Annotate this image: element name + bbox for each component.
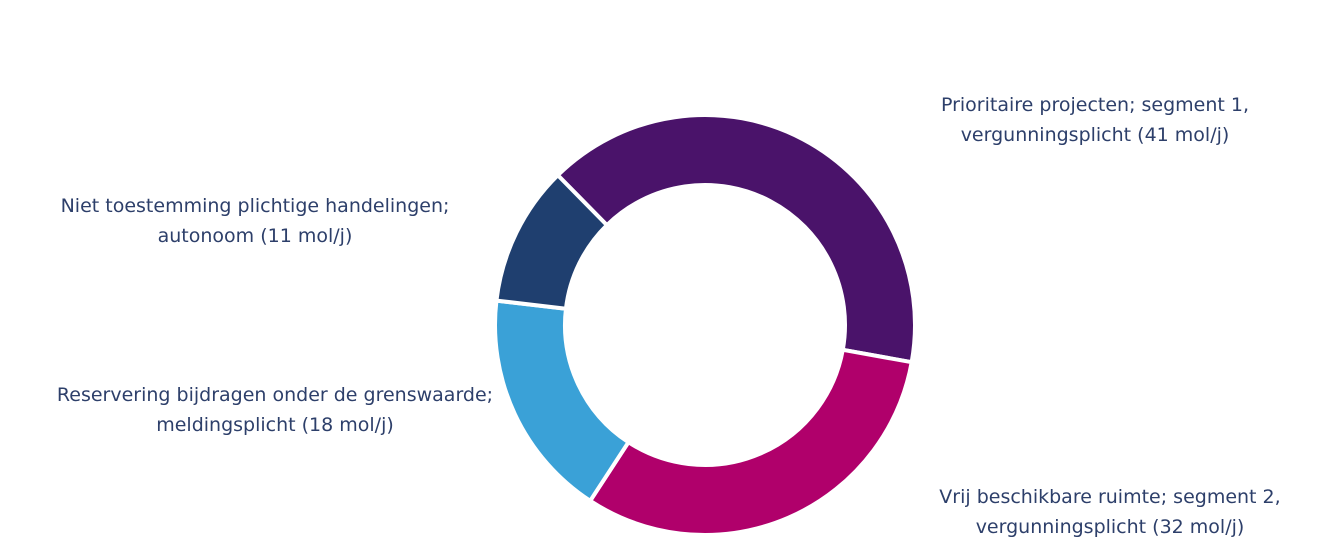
donut-segment (494, 172, 610, 311)
donut-segment (554, 113, 917, 365)
segment-label: Prioritaire projecten; segment 1, vergun… (940, 94, 1250, 146)
donut-segment (493, 298, 632, 504)
segment-label: Niet toestemming plichtige handelingen; … (60, 195, 450, 247)
segment-label: Vrij beschikbare ruimte; segment 2, verg… (939, 486, 1281, 538)
donut-segment (587, 347, 915, 537)
segment-label: Reservering bijdragen onder de grenswaar… (56, 384, 494, 436)
